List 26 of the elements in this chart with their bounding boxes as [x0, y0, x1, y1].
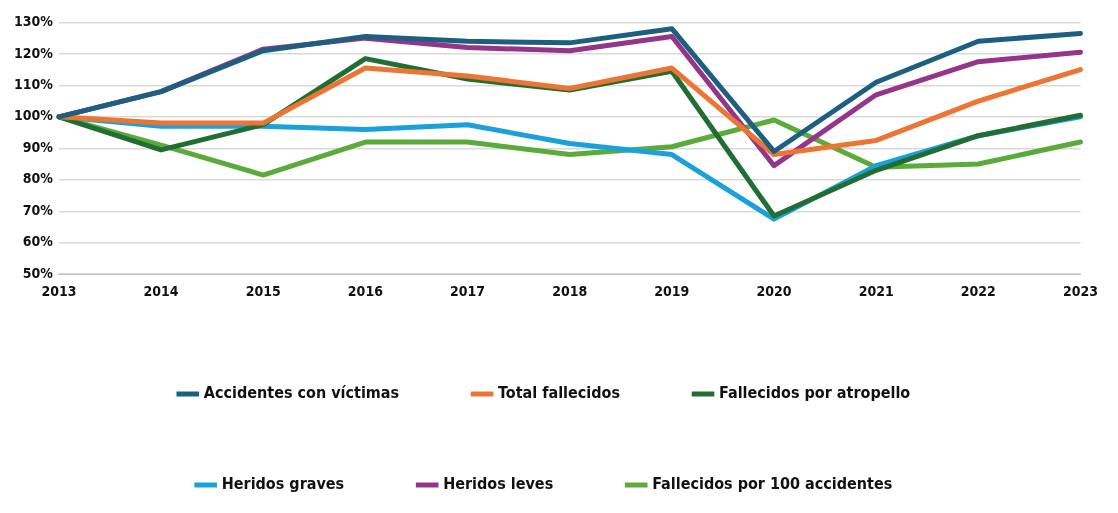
y-tick-label: 50%	[22, 264, 54, 281]
x-tick-label: 2020	[756, 283, 792, 300]
x-tick-label: 2016	[347, 283, 384, 300]
x-tick-label: 2014	[143, 283, 179, 300]
y-tick-label: 60%	[22, 233, 54, 250]
legend-label: Fallecidos por 100 accidentes	[652, 474, 893, 494]
y-tick-label: 100%	[13, 107, 54, 124]
x-tick-label: 2023	[1062, 283, 1098, 300]
x-tick-label: 2019	[654, 283, 690, 300]
legend-label: Heridos graves	[221, 474, 345, 494]
y-tick-label: 120%	[13, 44, 54, 61]
legend-label: Accidentes con víctimas	[203, 383, 400, 403]
y-tick-label: 80%	[22, 170, 54, 187]
x-tick-label: 2018	[552, 283, 588, 300]
x-tick-label: 2021	[858, 283, 894, 300]
x-tick-label: 2013	[41, 283, 77, 300]
legend-label: Fallecidos por atropello	[719, 383, 911, 403]
y-tick-label: 130%	[13, 13, 54, 30]
legend-label: Total fallecidos	[498, 383, 621, 403]
x-tick-label: 2022	[960, 283, 996, 300]
legend-label: Heridos leves	[443, 474, 554, 494]
y-tick-label: 110%	[13, 75, 54, 92]
y-tick-label: 90%	[22, 138, 54, 155]
x-tick-label: 2015	[245, 283, 281, 300]
y-tick-label: 70%	[22, 201, 54, 218]
x-tick-label: 2017	[450, 283, 486, 300]
